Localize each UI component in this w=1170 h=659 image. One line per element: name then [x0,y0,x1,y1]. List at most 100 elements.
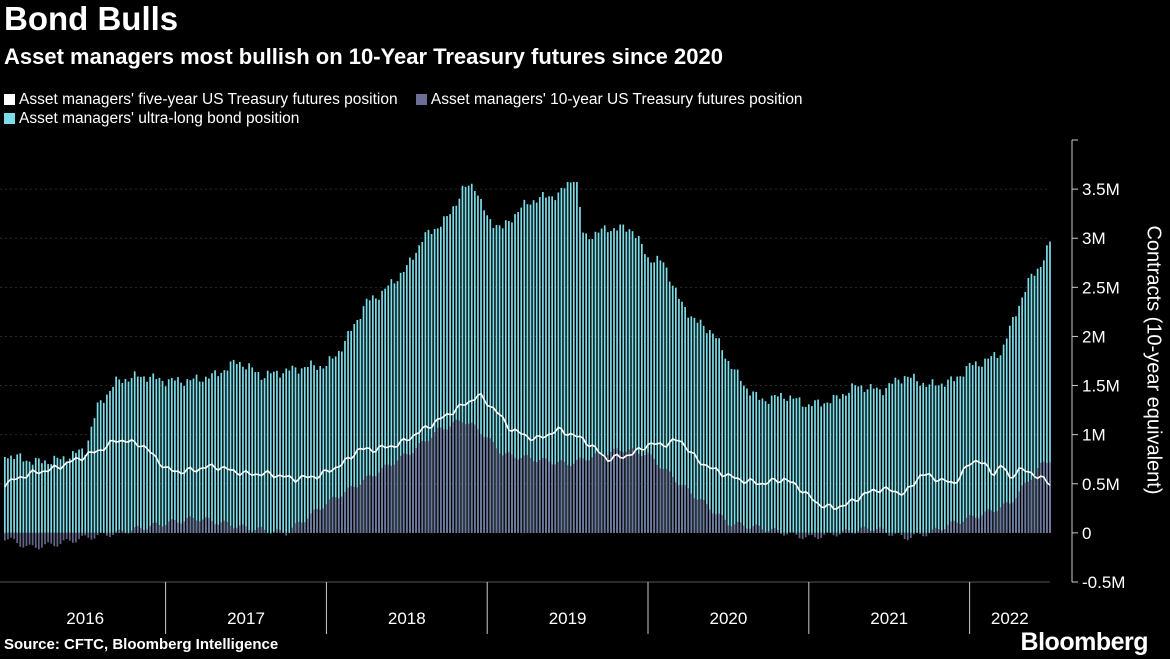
ten-year-bar [1042,461,1045,533]
ultra-long-bar [204,376,207,533]
ten-year-bar [1030,479,1033,533]
ten-year-bar [659,468,662,533]
ultra-long-bar [718,338,720,533]
ultra-long-bar [427,229,430,533]
ten-year-bar [959,523,962,533]
ten-year-bar [334,497,337,533]
ultra-long-bar [712,333,714,533]
ten-year-bar [424,441,427,533]
ultra-long-bar [393,283,396,533]
ultra-long-bar [866,389,869,533]
ultra-long-bar [368,300,371,533]
ultra-long-bar [235,363,238,533]
ultra-long-bar [477,195,479,533]
ten-year-bar [974,517,977,533]
ten-year-bar [161,526,164,533]
ultra-long-bar [189,380,192,533]
ultra-long-bar [801,406,804,533]
ten-year-bar [950,521,952,533]
ten-year-bar [495,448,498,533]
ultra-long-bar [863,392,866,533]
ultra-long-bar [1012,316,1014,533]
ultra-long-bar [606,232,609,533]
ultra-long-bar [486,215,489,533]
y-tick-label: 0 [1082,524,1091,543]
ultra-long-bar [99,400,102,533]
ten-year-bar [789,531,792,533]
ten-year-bar [579,457,581,533]
ten-year-bar [888,532,891,536]
ultra-long-bar [483,210,485,533]
ultra-long-bar [130,377,133,533]
ten-year-bar [576,459,578,533]
y-tick-label: 2M [1082,327,1106,346]
ultra-long-bar [687,317,690,533]
ten-year-bar [891,532,894,536]
ultra-long-bar [31,464,34,533]
ultra-long-bar [913,373,915,533]
ultra-long-bar [424,232,427,533]
ten-year-bar [41,532,43,548]
ultra-long-bar [446,216,448,533]
ten-year-bar [1049,462,1051,533]
ultra-long-bar [492,227,495,533]
ultra-long-bar [671,285,674,533]
ten-year-bar [436,427,439,533]
bloomberg-logo: Bloomberg [1020,628,1149,656]
ten-year-bar [749,528,751,533]
ten-year-bar [412,453,414,533]
ten-year-bar [965,517,968,533]
ultra-long-bar [371,295,374,533]
ten-year-bar [820,532,823,539]
ultra-long-bar [814,400,816,533]
ultra-long-bar [526,204,529,533]
ultra-long-bar [220,372,223,533]
ten-year-bar [415,448,417,533]
ultra-long-bar [588,239,591,533]
x-tick-label: 2021 [870,609,908,628]
ultra-long-bar [619,224,622,533]
ultra-long-bar [953,381,955,533]
ultra-long-bar [229,361,232,533]
ultra-long-bar [563,188,566,533]
ultra-long-bar [1039,267,1042,533]
ultra-long-bar [974,361,977,533]
ten-year-bar [944,528,946,533]
ten-year-bar [68,532,71,541]
ten-year-bar [347,487,349,533]
ultra-long-bar [650,262,652,533]
ten-year-bar [232,528,235,533]
ten-year-bar [220,522,223,533]
ultra-long-bar [761,398,764,533]
ten-year-bar [956,522,959,533]
ultra-long-bar [436,228,439,533]
ultra-long-bar [600,228,603,533]
ultra-long-bar [183,385,186,533]
ultra-long-bar [34,457,37,533]
ultra-long-bar [1005,338,1008,533]
ultra-long-bar [678,298,680,533]
ten-year-bar [674,482,677,533]
ten-year-bar [1027,481,1030,533]
ultra-long-bar [118,379,121,533]
ultra-long-bar [882,395,884,533]
ten-year-bar [869,530,872,533]
ultra-long-bar [421,241,424,533]
ultra-long-bar [288,370,291,533]
ten-year-bar [3,532,6,541]
ten-year-bar [866,528,869,533]
ten-year-bar [743,525,745,533]
legend-item-ultra-long: Asset managers' ultra-long bond position [4,109,299,128]
ultra-long-bar [804,406,807,533]
ultra-long-bar [798,397,801,533]
ten-year-bar [817,532,819,540]
y-tick-label: 2.5M [1082,278,1120,297]
ten-year-bar [690,493,693,533]
ultra-long-bar [971,365,974,533]
ultra-long-bar [68,458,71,533]
ten-year-bar [272,531,275,533]
ten-year-bar [115,531,117,533]
ultra-long-bar [1002,344,1005,533]
ten-year-bar [634,450,637,533]
ultra-long-bar [201,381,204,533]
